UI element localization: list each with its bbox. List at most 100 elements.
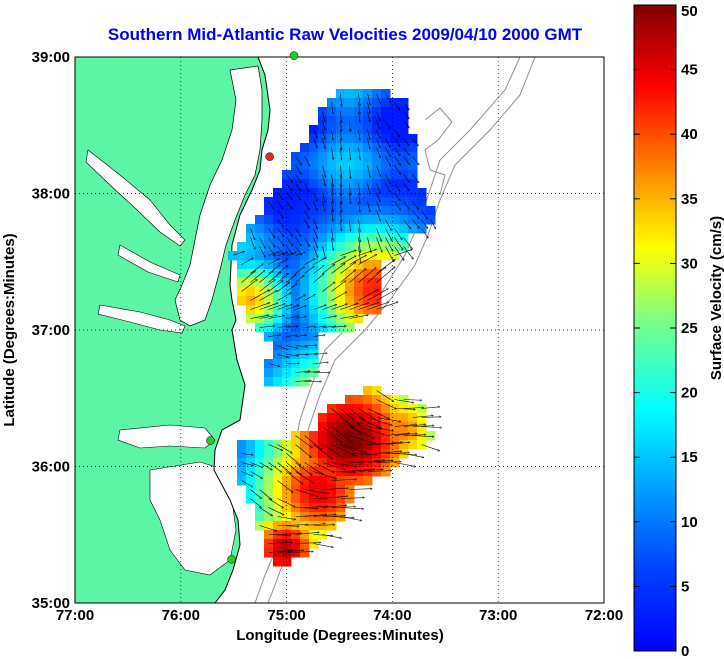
velocity-cell: [327, 134, 337, 144]
velocity-vector: [376, 417, 401, 422]
velocity-cell: [363, 116, 373, 126]
colorbar: [633, 4, 677, 652]
velocity-cell: [309, 269, 319, 279]
velocity-vector: [376, 302, 399, 310]
velocity-vector: [412, 426, 435, 427]
velocity-cell: [399, 188, 409, 198]
velocity-vector: [340, 315, 358, 319]
velocity-cell: [309, 251, 319, 261]
velocity-cell: [309, 260, 319, 270]
velocity-cell: [273, 296, 283, 306]
velocity-vector: [313, 525, 335, 526]
velocity-cell: [282, 278, 292, 288]
velocity-cell: [363, 449, 373, 459]
velocity-vector: [277, 462, 292, 474]
velocity-cell: [318, 179, 328, 189]
velocity-vector: [295, 174, 302, 183]
velocity-vector: [376, 390, 394, 402]
velocity-vector: [331, 479, 357, 481]
velocity-vector: [295, 380, 312, 382]
velocity-vector: [268, 281, 283, 292]
velocity-cell: [237, 251, 247, 261]
velocity-cell: [255, 251, 265, 261]
velocity-vector: [322, 496, 348, 499]
velocity-vector: [277, 219, 284, 228]
velocity-vector: [304, 353, 318, 354]
velocity-vectors: [232, 93, 442, 553]
velocity-cell: [309, 287, 319, 297]
velocity-vector: [295, 165, 302, 175]
station-marker: [289, 51, 299, 60]
grid-lines: [75, 57, 604, 603]
velocity-cell: [264, 215, 274, 225]
velocity-vector: [322, 426, 342, 443]
velocity-cell: [264, 377, 274, 387]
velocity-vector: [277, 293, 292, 301]
velocity-vector: [286, 174, 293, 183]
velocity-cell: [273, 332, 283, 342]
velocity-cell: [318, 206, 328, 216]
velocity-cell: [372, 296, 382, 306]
velocity-vector: [313, 246, 318, 258]
velocity-vector: [277, 273, 289, 283]
velocity-cell: [345, 260, 355, 270]
velocity-vector: [313, 305, 327, 310]
velocity-vector: [412, 219, 420, 229]
velocity-vector: [350, 147, 351, 160]
velocity-vector: [277, 201, 284, 209]
velocity-cell: [354, 431, 364, 441]
velocity-cell: [237, 260, 247, 270]
velocity-vector: [376, 399, 397, 410]
velocity-cell: [291, 215, 301, 225]
velocity-vector: [340, 516, 362, 521]
velocity-cell: [354, 170, 364, 180]
velocity-vector: [322, 138, 326, 149]
velocity-vector: [331, 174, 334, 187]
velocity-cell: [327, 449, 337, 459]
velocity-vector: [341, 201, 342, 213]
velocity-vector: [295, 462, 313, 476]
velocity-vector: [259, 246, 266, 258]
velocity-vector: [322, 326, 336, 328]
velocity-cell: [336, 458, 346, 468]
velocity-cell: [291, 521, 301, 531]
velocity-cell: [300, 296, 310, 306]
velocity-vector: [277, 533, 302, 535]
velocity-cell: [291, 476, 301, 486]
velocity-cell: [291, 449, 301, 459]
velocity-vector: [403, 453, 424, 458]
velocity-vector: [376, 138, 381, 149]
velocity-vector: [295, 275, 305, 283]
velocity-cell: [318, 152, 328, 162]
velocity-cell: [318, 296, 328, 306]
velocity-vector: [376, 165, 381, 177]
velocity-vector: [313, 353, 328, 355]
velocity-vector: [358, 249, 377, 256]
velocity-cell: [354, 278, 364, 288]
velocity-cell: [426, 431, 436, 441]
velocity-vector: [341, 147, 342, 160]
velocity-vector: [331, 147, 334, 160]
velocity-cell: [228, 251, 238, 261]
velocity-vector: [304, 435, 322, 450]
velocity-vector: [286, 552, 314, 553]
velocity-cell: [372, 242, 382, 252]
velocity-vector: [313, 219, 318, 230]
x-tick-label: 73:00: [479, 607, 517, 624]
velocity-cell: [372, 278, 382, 288]
velocity-vector: [341, 111, 342, 123]
velocity-vector: [295, 345, 308, 347]
velocity-vector: [367, 129, 370, 140]
velocity-vector: [286, 283, 298, 292]
velocity-vector: [277, 282, 290, 292]
velocity-cell: [318, 278, 328, 288]
velocity-vector: [331, 210, 334, 222]
velocity-vector: [385, 147, 391, 157]
velocity-cell: [354, 314, 364, 324]
velocity-cell: [246, 476, 256, 486]
velocity-vector: [313, 362, 329, 364]
velocity-vector: [331, 192, 334, 204]
velocity-cell: [273, 359, 283, 369]
velocity-cell: [372, 152, 382, 162]
velocity-vector: [295, 316, 307, 319]
